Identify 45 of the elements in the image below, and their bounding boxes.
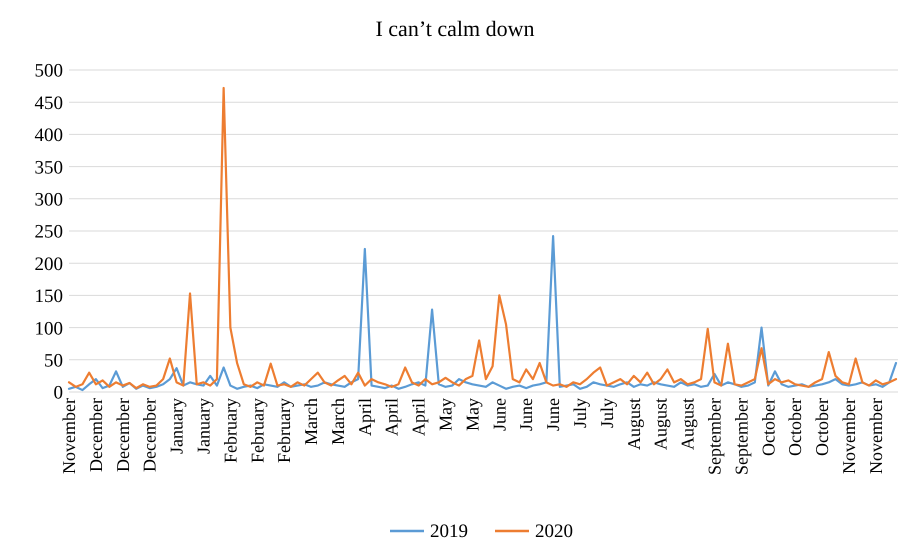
x-tick-label: January bbox=[166, 398, 187, 454]
line-series bbox=[68, 235, 898, 392]
x-tick-label: February bbox=[220, 398, 240, 463]
x-tick-label: December bbox=[86, 398, 106, 472]
y-tick-label: 400 bbox=[34, 125, 63, 146]
x-tick-label: June bbox=[543, 398, 564, 431]
y-tick-label: 350 bbox=[34, 157, 63, 178]
x-tick-label: November bbox=[838, 398, 859, 474]
x-tick-label: July bbox=[596, 398, 617, 428]
y-tick-label: 300 bbox=[34, 189, 63, 210]
x-tick-label: December bbox=[112, 398, 133, 472]
x-tick-label: February bbox=[274, 398, 294, 463]
x-tick-label: February bbox=[247, 398, 268, 463]
x-tick-label: March bbox=[328, 398, 348, 445]
x-tick-label: October bbox=[812, 398, 832, 456]
x-tick-label: January bbox=[193, 398, 214, 454]
chart-title: I can’t calm down bbox=[375, 16, 535, 41]
x-tick-label: August bbox=[624, 398, 644, 450]
y-tick-label: 450 bbox=[34, 92, 63, 114]
x-tick-label: March bbox=[301, 398, 322, 445]
y-tick-label: 50 bbox=[44, 350, 63, 372]
y-tick-label: 250 bbox=[34, 222, 63, 243]
x-tick-label: July bbox=[570, 398, 590, 428]
x-tick-label: April bbox=[382, 398, 402, 436]
x-tick-label: August bbox=[650, 398, 671, 450]
x-tick-label: September bbox=[704, 398, 724, 475]
x-tick-label: April bbox=[408, 398, 429, 436]
x-tick-label: August bbox=[678, 398, 698, 450]
legend-label: 2020 bbox=[535, 521, 573, 542]
x-tick-label: June bbox=[489, 398, 510, 431]
x-tick-label: October bbox=[758, 398, 778, 456]
x-tick-label: September bbox=[731, 398, 752, 475]
y-tick-label: 200 bbox=[34, 254, 63, 275]
x-tick-label: November bbox=[866, 398, 886, 474]
legend-label: 2019 bbox=[430, 521, 468, 542]
x-tick-label: May bbox=[462, 398, 482, 431]
x-tick-label: October bbox=[785, 398, 806, 456]
x-tick-label: May bbox=[436, 398, 456, 431]
x-tick-label: April bbox=[354, 398, 375, 436]
y-tick-label: 150 bbox=[34, 286, 63, 308]
x-tick-label: December bbox=[140, 398, 160, 472]
y-tick-label: 100 bbox=[34, 318, 63, 340]
x-tick-label: June bbox=[516, 398, 536, 431]
line-series bbox=[68, 86, 898, 390]
y-tick-label: 500 bbox=[34, 60, 63, 82]
